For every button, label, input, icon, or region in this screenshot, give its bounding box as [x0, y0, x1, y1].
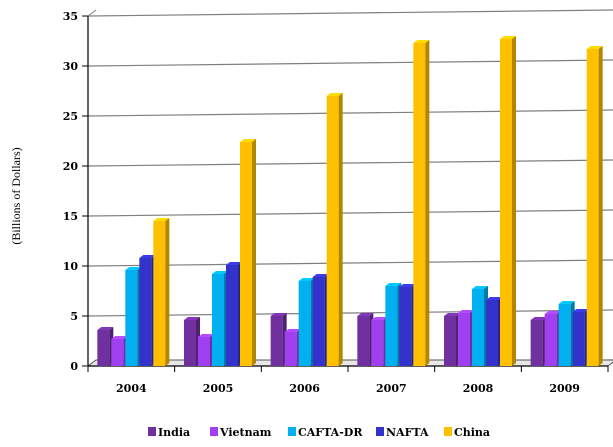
bar-china-2005: [240, 139, 256, 366]
bar-china-2006: [326, 93, 343, 366]
bar-cafta-dr-2004: [125, 267, 142, 366]
bar-india-2005: [184, 317, 200, 366]
bar-china-2008: [500, 36, 516, 366]
y-tick-label: 5: [70, 310, 78, 323]
bar-cafta-dr-2005: [212, 271, 228, 366]
legend-item-vietnam: Vietnam: [210, 426, 272, 439]
x-tick-label: 2007: [376, 382, 407, 395]
legend-swatch: [148, 427, 156, 436]
bar-nafta-2006: [312, 274, 329, 366]
y-tick-label: 15: [63, 210, 78, 223]
y-tick-label: 20: [63, 160, 79, 173]
gridline: [87, 259, 613, 267]
x-tick-label: 2006: [289, 382, 320, 395]
bar-vietnam-2005: [198, 334, 214, 366]
y-axis: 0 5 10 15 20 25 30 35: [63, 9, 97, 373]
gridlines: [87, 9, 613, 367]
legend: India Vietnam CAFTA-DR NAFTA China: [148, 426, 490, 439]
legend-swatch: [376, 427, 384, 436]
legend-swatch: [288, 427, 296, 436]
y-tick-label: 0: [70, 360, 78, 373]
bars: [97, 36, 603, 366]
gridline: [87, 309, 613, 317]
gridline: [87, 59, 613, 67]
bar-vietnam-2008: [458, 310, 474, 366]
bar-india-2008: [444, 313, 460, 366]
x-tick-label: 2004: [116, 382, 147, 395]
bar-china-2009: [586, 46, 603, 366]
bar-vietnam-2007: [371, 317, 388, 366]
bar-nafta-2005: [226, 262, 242, 366]
bar-china-2007: [413, 40, 430, 366]
legend-swatch: [444, 427, 452, 436]
legend-item-cafta-dr: CAFTA-DR: [288, 426, 363, 439]
legend-item-china: China: [444, 426, 490, 439]
bar-cafta-dr-2009: [558, 301, 575, 366]
bar-india-2009: [530, 317, 547, 366]
legend-item-nafta: NAFTA: [376, 426, 429, 439]
gridline: [87, 109, 613, 117]
x-tick-label: 2005: [203, 382, 234, 395]
gridline: [87, 209, 613, 217]
legend-item-india: India: [148, 426, 190, 439]
gridline: [87, 159, 613, 167]
bar-nafta-2004: [139, 255, 156, 366]
bar-vietnam-2006: [284, 329, 301, 366]
y-axis-depth: [87, 9, 97, 17]
legend-swatch: [210, 427, 218, 436]
bar-india-2006: [270, 313, 287, 366]
legend-label: India: [158, 426, 190, 439]
bar-india-2007: [357, 313, 374, 366]
x-tick-label: 2009: [549, 382, 580, 395]
bar-cafta-dr-2006: [298, 278, 315, 366]
y-tick-label: 25: [63, 110, 78, 123]
bar-cafta-dr-2007: [385, 283, 402, 366]
bar-nafta-2008: [486, 297, 502, 366]
gridline: [87, 9, 613, 17]
legend-label: CAFTA-DR: [298, 426, 363, 439]
bar-vietnam-2004: [111, 336, 128, 366]
legend-label: NAFTA: [386, 426, 429, 439]
y-tick-label: 30: [63, 60, 79, 73]
y-tick-label: 10: [63, 260, 79, 273]
bar-cafta-dr-2008: [472, 286, 488, 366]
y-axis-label: (Billions of Dollars): [9, 147, 23, 244]
y-tick-label: 35: [63, 10, 78, 23]
legend-label: Vietnam: [219, 426, 272, 439]
legend-label: China: [454, 426, 490, 439]
x-tick-label: 2008: [463, 382, 494, 395]
bar-vietnam-2009: [544, 311, 561, 366]
bar-nafta-2007: [399, 284, 416, 366]
bar-china-2004: [153, 218, 170, 366]
bar-india-2004: [97, 327, 114, 366]
bar-nafta-2009: [572, 309, 589, 366]
